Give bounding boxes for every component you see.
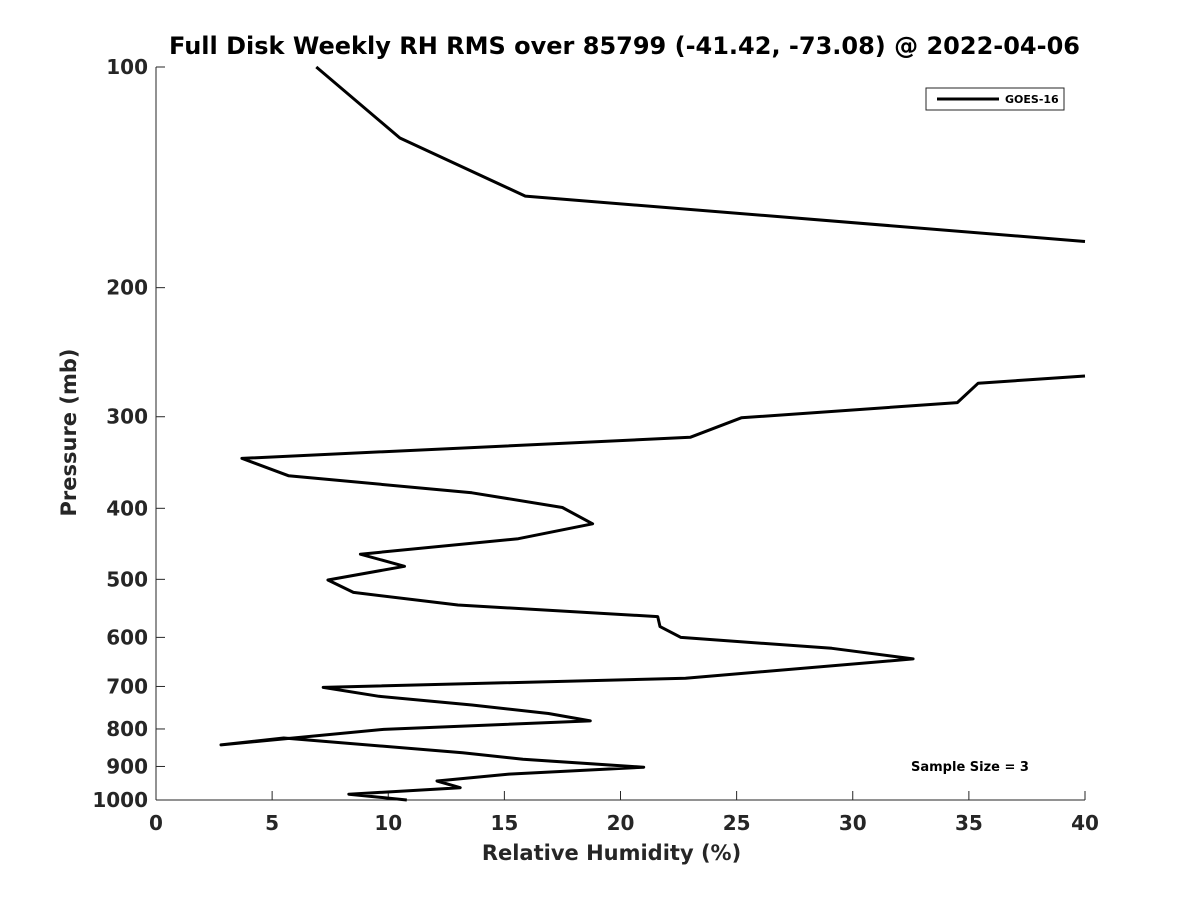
y-tick-label: 900 [106,754,148,778]
y-tick-label: 400 [106,496,148,520]
y-tick-label: 500 [106,567,148,591]
x-tick-label: 25 [723,811,751,835]
series-line-goes-16 [219,374,1086,802]
x-tick-label: 10 [374,811,402,835]
axes [155,67,1085,801]
x-axis-label: Relative Humidity (%) [482,841,741,865]
x-tick-label: 0 [149,811,163,835]
legend-label-goes-16: GOES-16 [1005,93,1059,106]
y-tick-label: 1000 [92,788,148,812]
x-axis-ticks: 0 5 10 15 20 25 30 35 40 [149,791,1099,835]
plot-series [219,65,1086,802]
x-tick-label: 35 [955,811,983,835]
x-tick-label: 15 [490,811,518,835]
y-tick-label: 300 [106,405,148,429]
x-tick-label: 30 [839,811,867,835]
series-line-goes-16 [315,65,1086,243]
y-tick-label: 200 [106,276,148,300]
legend: GOES-16 [925,87,1065,111]
x-tick-label: 5 [265,811,279,835]
x-tick-label: 40 [1071,811,1099,835]
y-tick-label: 100 [106,55,148,79]
chart-title: Full Disk Weekly RH RMS over 85799 (-41.… [169,32,1080,60]
y-tick-label: 600 [106,625,148,649]
x-tick-label: 20 [607,811,635,835]
y-tick-label: 700 [106,674,148,698]
y-tick-label: 800 [106,717,148,741]
y-axis-label: Pressure (mb) [57,349,81,517]
sample-size-annotation: Sample Size = 3 [911,760,1029,775]
y-axis-ticks: 100 200 300 400 500 600 700 800 900 1000 [92,55,165,812]
